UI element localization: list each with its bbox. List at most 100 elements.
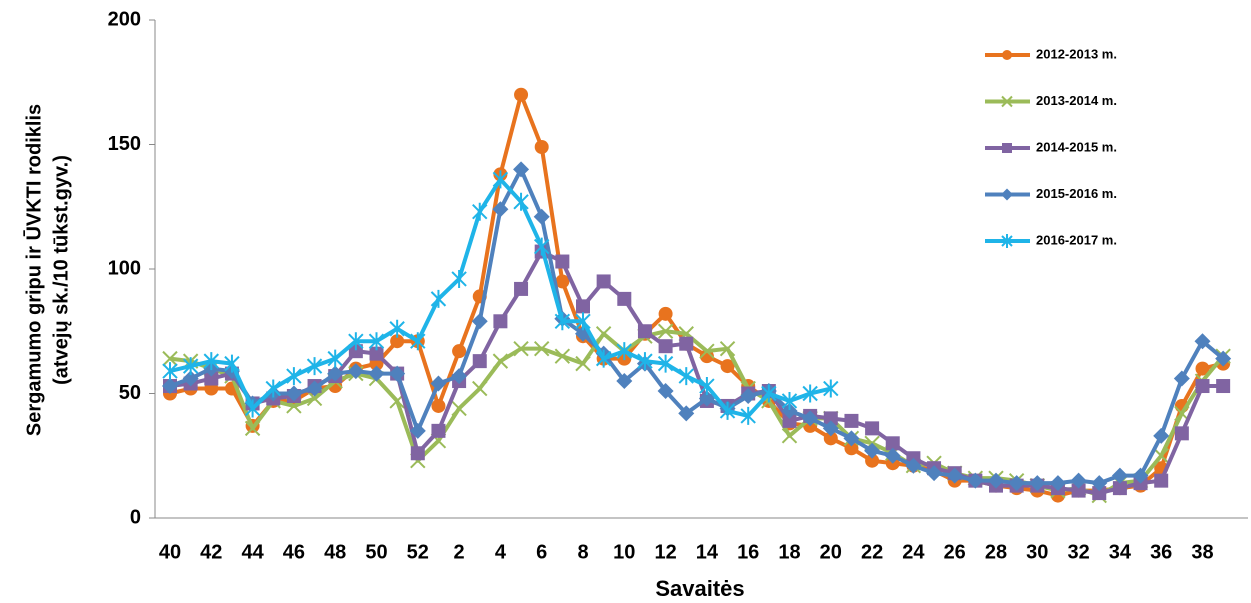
marker xyxy=(1071,483,1086,498)
marker xyxy=(162,350,178,367)
marker xyxy=(781,428,798,444)
x-tick-label: 18 xyxy=(778,541,800,563)
marker xyxy=(368,365,385,382)
marker xyxy=(533,208,550,225)
marker xyxy=(576,299,590,314)
marker xyxy=(1154,473,1169,488)
marker xyxy=(884,447,901,464)
marker xyxy=(348,332,364,351)
marker xyxy=(162,362,178,381)
marker xyxy=(1001,188,1013,201)
legend-label: 2013-2014 m. xyxy=(1036,93,1117,108)
marker xyxy=(554,312,571,331)
marker xyxy=(720,359,735,374)
marker xyxy=(1029,475,1046,492)
marker xyxy=(679,336,694,351)
marker xyxy=(988,472,1004,489)
marker xyxy=(389,365,406,382)
marker xyxy=(534,139,549,154)
marker xyxy=(575,312,591,331)
marker xyxy=(740,406,756,425)
series-line xyxy=(169,329,1225,498)
x-tick-label: 26 xyxy=(944,541,966,563)
marker xyxy=(492,353,509,369)
marker xyxy=(1001,95,1013,108)
marker xyxy=(740,387,757,404)
marker xyxy=(204,371,219,386)
marker xyxy=(617,291,632,306)
marker xyxy=(513,340,529,357)
marker xyxy=(431,398,446,413)
marker xyxy=(471,313,488,330)
marker xyxy=(1194,333,1211,350)
marker xyxy=(285,385,302,402)
marker xyxy=(1092,486,1107,501)
marker xyxy=(678,405,695,422)
marker xyxy=(616,342,633,361)
marker xyxy=(595,349,612,368)
marker xyxy=(575,355,591,372)
marker xyxy=(555,254,570,269)
marker xyxy=(699,377,715,396)
marker xyxy=(306,390,323,407)
marker xyxy=(699,343,715,359)
series-line xyxy=(169,249,1224,496)
marker xyxy=(822,420,839,437)
x-tick-label: 36 xyxy=(1150,541,1172,563)
x-tick-label: 14 xyxy=(696,541,719,563)
marker xyxy=(823,411,838,426)
marker xyxy=(347,363,364,380)
y-axis-title: Sergamumo gripu ir ŪVKTI rodiklis xyxy=(23,104,45,436)
marker xyxy=(431,423,446,438)
y-tick-label: 100 xyxy=(108,257,141,279)
marker xyxy=(182,370,199,387)
marker xyxy=(493,314,508,329)
marker xyxy=(1001,234,1013,248)
marker xyxy=(182,357,199,376)
marker xyxy=(719,340,736,357)
marker xyxy=(946,467,963,484)
marker xyxy=(1091,475,1108,492)
legend-label: 2014-2015 m. xyxy=(1036,139,1117,154)
y-axis-title: (atvejų sk./10 tūkst.gyv.) xyxy=(50,155,72,385)
x-tick-label: 16 xyxy=(737,541,759,563)
x-tick-label: 42 xyxy=(200,541,222,563)
marker xyxy=(244,420,261,437)
marker xyxy=(596,274,611,289)
marker xyxy=(265,379,281,398)
marker xyxy=(203,352,220,371)
marker xyxy=(1195,361,1210,376)
marker xyxy=(390,334,405,349)
x-tick-label: 24 xyxy=(902,541,925,563)
marker xyxy=(885,436,900,451)
marker xyxy=(306,357,323,376)
marker xyxy=(1215,350,1232,367)
marker xyxy=(492,170,509,189)
marker xyxy=(637,324,652,339)
marker xyxy=(637,352,653,371)
marker xyxy=(514,281,529,296)
marker xyxy=(451,269,467,288)
marker xyxy=(1112,481,1127,496)
marker xyxy=(369,346,384,361)
marker xyxy=(658,339,673,354)
x-tick-label: 22 xyxy=(861,541,883,563)
x-tick-label: 38 xyxy=(1191,541,1213,563)
marker xyxy=(967,472,984,489)
y-tick-label: 0 xyxy=(130,506,141,528)
x-tick-label: 46 xyxy=(283,541,305,563)
marker xyxy=(533,340,550,357)
x-tick-label: 48 xyxy=(324,541,346,563)
marker xyxy=(864,442,881,459)
series-line xyxy=(169,92,1224,498)
y-tick-label: 200 xyxy=(108,8,141,30)
marker xyxy=(327,349,343,368)
x-tick-label: 50 xyxy=(365,541,387,563)
marker xyxy=(657,323,674,339)
marker xyxy=(451,368,468,385)
marker xyxy=(430,375,447,392)
marker xyxy=(368,332,385,351)
marker xyxy=(1174,426,1189,441)
marker xyxy=(678,367,694,386)
